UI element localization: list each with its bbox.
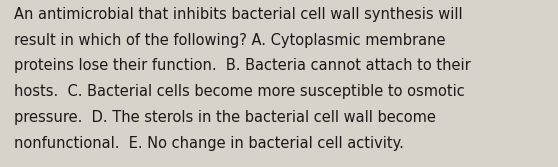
Text: An antimicrobial that inhibits bacterial cell wall synthesis will: An antimicrobial that inhibits bacterial… xyxy=(14,7,463,22)
Text: nonfunctional.  E. No change in bacterial cell activity.: nonfunctional. E. No change in bacterial… xyxy=(14,136,404,151)
Text: proteins lose their function.  B. Bacteria cannot attach to their: proteins lose their function. B. Bacteri… xyxy=(14,58,471,73)
Text: result in which of the following? A. Cytoplasmic membrane: result in which of the following? A. Cyt… xyxy=(14,33,445,48)
Text: pressure.  D. The sterols in the bacterial cell wall become: pressure. D. The sterols in the bacteria… xyxy=(14,110,436,125)
Text: hosts.  C. Bacterial cells become more susceptible to osmotic: hosts. C. Bacterial cells become more su… xyxy=(14,84,465,99)
